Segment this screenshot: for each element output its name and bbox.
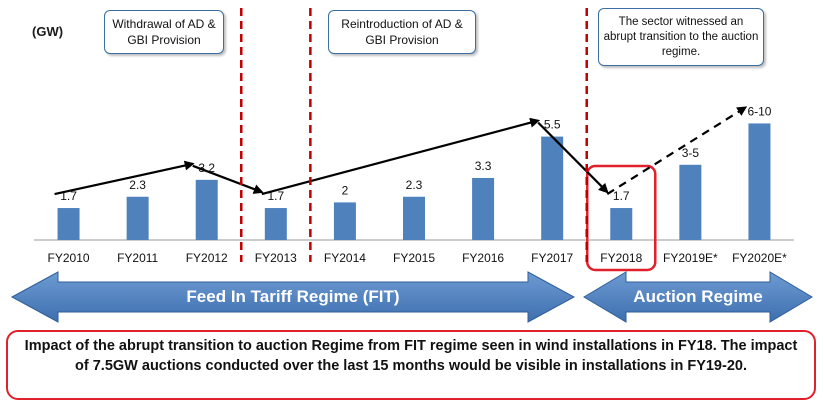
value-label-FY2019E*: 3-5 bbox=[682, 146, 700, 160]
fit-regime-label: Feed In Tariff Regime (FIT) bbox=[186, 287, 400, 306]
bar-FY2010 bbox=[57, 208, 80, 240]
unit-label: (GW) bbox=[32, 24, 64, 39]
value-label-FY2017: 5.5 bbox=[544, 118, 561, 132]
bar-FY2011 bbox=[126, 196, 149, 240]
value-label-FY2014: 2 bbox=[342, 183, 349, 197]
tick-label-FY2016: FY2016 bbox=[462, 251, 504, 265]
value-label-FY2020E*: 6-10 bbox=[747, 104, 771, 118]
tick-label-FY2010: FY2010 bbox=[48, 251, 90, 265]
tick-label-FY2019E*: FY2019E* bbox=[663, 251, 718, 265]
bar-FY2019E* bbox=[679, 164, 702, 240]
trend-arrow-FY2010-to-FY2012 bbox=[54, 160, 195, 196]
bar-FY2012 bbox=[195, 179, 218, 240]
tick-label-FY2012: FY2012 bbox=[186, 251, 228, 265]
trend-arrow-FY2013-to-FY2017 bbox=[261, 117, 541, 196]
tick-label-FY2011: FY2011 bbox=[117, 251, 158, 265]
bar-FY2017 bbox=[541, 136, 564, 240]
tick-label-FY2015: FY2015 bbox=[393, 251, 435, 265]
bar-FY2016 bbox=[472, 177, 495, 240]
bar-FY2014 bbox=[333, 202, 356, 240]
value-label-FY2011: 2.3 bbox=[129, 178, 146, 192]
value-label-FY2016: 3.3 bbox=[475, 159, 492, 173]
impact-note: Impact of the abrupt transition to aucti… bbox=[6, 330, 816, 400]
callout-withdrawal: Withdrawal of AD & GBI Provision bbox=[104, 10, 224, 54]
trend-arrow-FY2012-to-FY2013 bbox=[192, 164, 264, 194]
bar-FY2018 bbox=[610, 208, 633, 240]
tick-label-FY2020E*: FY2020E* bbox=[732, 251, 787, 265]
value-label-FY2018: 1.7 bbox=[613, 189, 630, 203]
trend-arrow-FY2017-to-FY2018 bbox=[537, 121, 609, 194]
tick-label-FY2014: FY2014 bbox=[324, 251, 366, 265]
tick-label-FY2017: FY2017 bbox=[531, 251, 573, 265]
tick-label-FY2013: FY2013 bbox=[255, 251, 297, 265]
trend-arrow-FY2018-to-FY2020E* bbox=[606, 106, 748, 195]
bar-FY2013 bbox=[264, 208, 287, 240]
fit-regime-band bbox=[10, 271, 576, 323]
bar-FY2015 bbox=[403, 196, 425, 240]
value-label-FY2015: 2.3 bbox=[406, 178, 423, 192]
value-label-FY2012: 3.2 bbox=[198, 161, 215, 175]
tick-label-FY2018: FY2018 bbox=[600, 251, 642, 265]
callout-reintroduction: Reintroduction of AD & GBI Provision bbox=[328, 10, 476, 54]
auction-regime-band bbox=[583, 271, 813, 323]
bar-FY2020E* bbox=[748, 123, 771, 240]
auction-regime-label: Auction Regime bbox=[633, 287, 763, 306]
callout-auction-transition: The sector witnessed an abrupt transitio… bbox=[598, 8, 764, 66]
bar-chart: 1.7FY20102.3FY20113.2FY20121.7FY20132FY2… bbox=[10, 8, 813, 323]
